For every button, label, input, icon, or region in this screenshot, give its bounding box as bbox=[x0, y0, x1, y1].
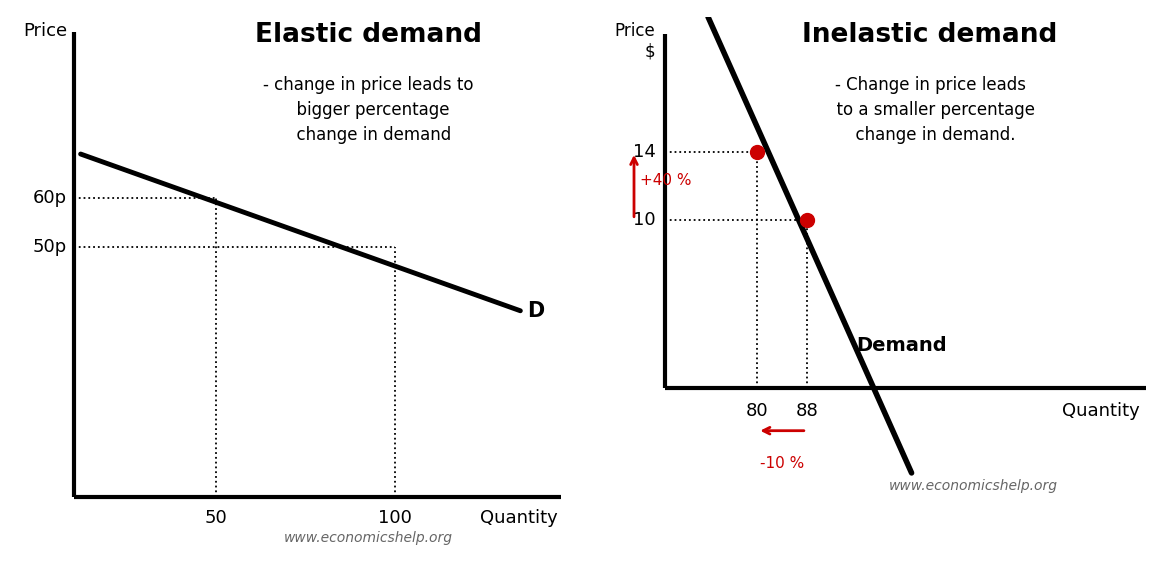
Text: 50p: 50p bbox=[33, 238, 67, 256]
Text: www.economicshelp.org: www.economicshelp.org bbox=[889, 479, 1058, 493]
Text: 100: 100 bbox=[378, 509, 412, 527]
Text: D: D bbox=[528, 301, 544, 321]
Text: Quantity: Quantity bbox=[480, 509, 558, 527]
Text: Price
$: Price $ bbox=[615, 22, 655, 61]
Text: 10: 10 bbox=[633, 211, 655, 229]
Text: 60p: 60p bbox=[33, 189, 67, 207]
Text: 14: 14 bbox=[633, 143, 655, 161]
Text: Quantity: Quantity bbox=[1062, 402, 1140, 420]
Text: 50: 50 bbox=[205, 509, 227, 527]
Text: Elastic demand: Elastic demand bbox=[255, 22, 482, 48]
Text: Price: Price bbox=[23, 22, 67, 40]
Text: Inelastic demand: Inelastic demand bbox=[803, 22, 1058, 48]
Text: www.economicshelp.org: www.economicshelp.org bbox=[283, 531, 453, 545]
Text: - change in price leads to
  bigger percentage
  change in demand: - change in price leads to bigger percen… bbox=[263, 75, 474, 144]
Text: 88: 88 bbox=[796, 402, 818, 420]
Text: +40 %: +40 % bbox=[640, 173, 691, 188]
Text: Demand: Demand bbox=[856, 336, 947, 355]
Text: - Change in price leads
  to a smaller percentage
  change in demand.: - Change in price leads to a smaller per… bbox=[826, 76, 1034, 144]
Text: -10 %: -10 % bbox=[760, 456, 804, 471]
Text: 80: 80 bbox=[746, 402, 769, 420]
